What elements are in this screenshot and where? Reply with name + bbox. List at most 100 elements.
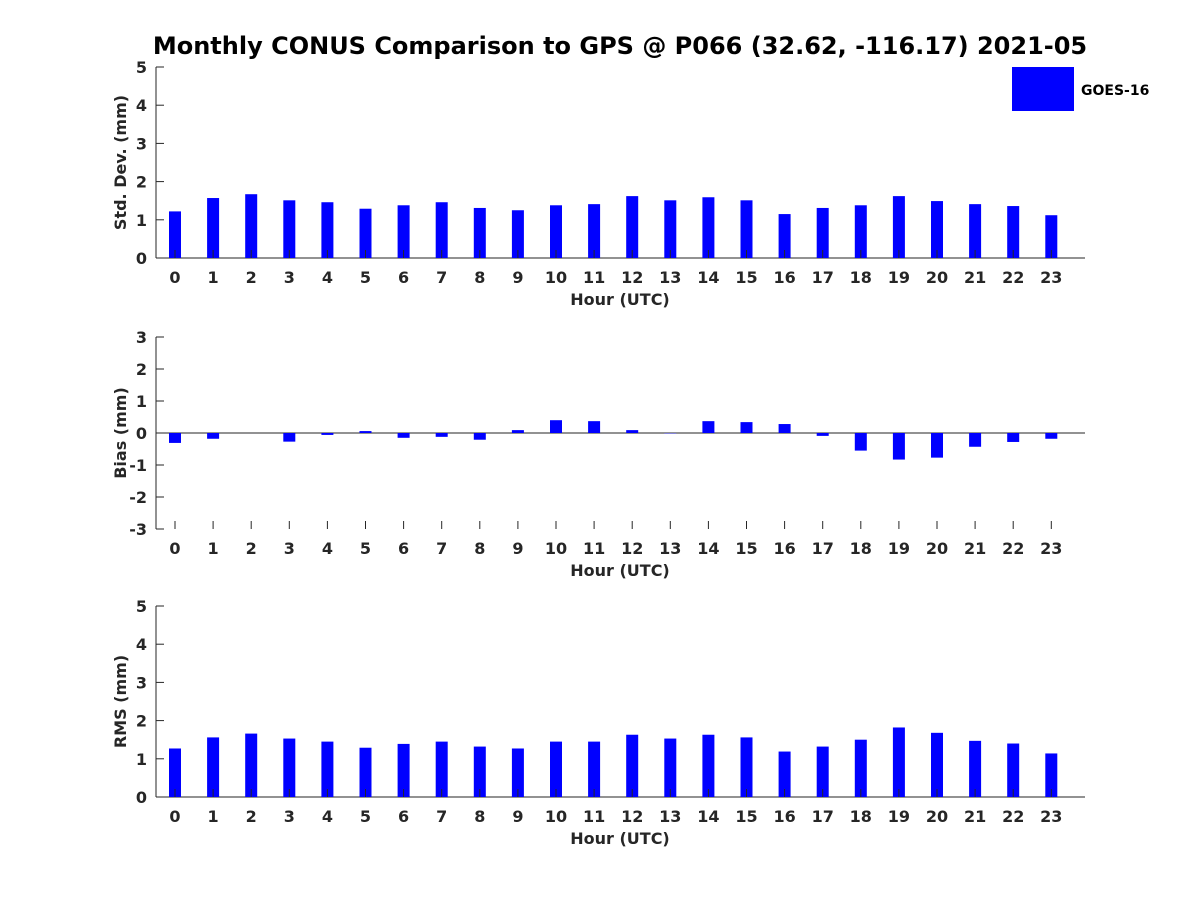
x-tick-label: 1 bbox=[208, 268, 219, 287]
x-tick-label: 20 bbox=[926, 268, 948, 287]
x-tick-label: 17 bbox=[812, 539, 834, 558]
bar bbox=[969, 433, 982, 447]
x-tick-label: 11 bbox=[583, 807, 605, 826]
x-tick-label: 7 bbox=[436, 539, 447, 558]
bar bbox=[359, 431, 372, 433]
x-tick-label: 8 bbox=[474, 539, 485, 558]
x-tick-label: 13 bbox=[659, 539, 681, 558]
bar bbox=[207, 198, 220, 258]
y-tick-label: -2 bbox=[129, 488, 147, 507]
bar bbox=[664, 738, 677, 797]
y-axis-label: RMS (mm) bbox=[111, 655, 130, 748]
bar bbox=[207, 433, 220, 439]
chart-title: Monthly CONUS Comparison to GPS @ P066 (… bbox=[153, 32, 1087, 60]
bar bbox=[931, 732, 943, 797]
x-tick-label: 3 bbox=[284, 807, 295, 826]
x-tick-label: 5 bbox=[360, 807, 371, 826]
x-tick-label: 8 bbox=[474, 268, 485, 287]
x-tick-label: 0 bbox=[169, 268, 180, 287]
bar bbox=[169, 211, 181, 258]
bar bbox=[511, 430, 524, 433]
x-tick-label: 12 bbox=[621, 268, 643, 287]
bar bbox=[854, 205, 867, 258]
y-tick-label: 0 bbox=[136, 424, 147, 443]
bar bbox=[283, 738, 296, 797]
legend-swatch bbox=[1012, 67, 1074, 111]
x-tick-label: 23 bbox=[1040, 807, 1062, 826]
y-tick-label: -3 bbox=[129, 520, 147, 539]
x-tick-label: 21 bbox=[964, 539, 986, 558]
x-tick-label: 20 bbox=[926, 807, 948, 826]
y-tick-label: 1 bbox=[136, 392, 147, 411]
bar bbox=[854, 739, 867, 797]
x-tick-label: 1 bbox=[208, 539, 219, 558]
x-tick-label: 19 bbox=[888, 539, 910, 558]
x-tick-label: 3 bbox=[284, 268, 295, 287]
x-tick-label: 7 bbox=[436, 268, 447, 287]
bar bbox=[511, 748, 524, 797]
x-tick-label: 9 bbox=[512, 807, 523, 826]
bar bbox=[854, 433, 867, 451]
bar bbox=[816, 746, 829, 797]
y-tick-label: 2 bbox=[136, 360, 147, 379]
x-tick-label: 0 bbox=[169, 539, 180, 558]
x-tick-label: 10 bbox=[545, 539, 567, 558]
x-tick-label: 23 bbox=[1040, 539, 1062, 558]
y-tick-label: 0 bbox=[136, 249, 147, 268]
bar bbox=[245, 733, 258, 797]
bar bbox=[969, 740, 982, 797]
bar bbox=[892, 433, 905, 460]
bar bbox=[283, 433, 296, 442]
bar bbox=[816, 207, 829, 258]
bar bbox=[321, 202, 334, 258]
bar bbox=[664, 200, 677, 258]
y-tick-label: 2 bbox=[136, 712, 147, 731]
x-tick-label: 1 bbox=[208, 807, 219, 826]
x-tick-label: 23 bbox=[1040, 268, 1062, 287]
x-axis-label: Hour (UTC) bbox=[570, 290, 670, 309]
bar bbox=[588, 421, 601, 433]
bar bbox=[473, 207, 486, 258]
x-tick-label: 18 bbox=[850, 539, 872, 558]
y-tick-label: 2 bbox=[136, 173, 147, 192]
bar bbox=[702, 734, 715, 797]
x-tick-label: 6 bbox=[398, 539, 409, 558]
bar bbox=[1045, 433, 1058, 439]
y-tick-label: 3 bbox=[136, 328, 147, 347]
bar bbox=[1007, 743, 1020, 797]
x-tick-label: 9 bbox=[512, 268, 523, 287]
x-tick-label: 8 bbox=[474, 807, 485, 826]
x-tick-label: 13 bbox=[659, 807, 681, 826]
x-tick-label: 20 bbox=[926, 539, 948, 558]
x-tick-label: 15 bbox=[735, 807, 757, 826]
bar bbox=[1045, 215, 1058, 258]
bar bbox=[511, 210, 524, 258]
x-tick-label: 5 bbox=[360, 268, 371, 287]
x-tick-label: 17 bbox=[812, 268, 834, 287]
y-tick-label: 4 bbox=[136, 96, 147, 115]
x-axis-label: Hour (UTC) bbox=[570, 829, 670, 848]
bar bbox=[550, 420, 562, 433]
x-tick-label: 2 bbox=[246, 807, 257, 826]
bar bbox=[626, 430, 639, 433]
x-tick-label: 22 bbox=[1002, 807, 1024, 826]
y-tick-label: 1 bbox=[136, 211, 147, 230]
bar bbox=[473, 433, 486, 440]
x-tick-label: 17 bbox=[812, 807, 834, 826]
bar bbox=[321, 741, 334, 797]
x-tick-label: 18 bbox=[850, 807, 872, 826]
bar bbox=[435, 202, 448, 258]
y-tick-label: 3 bbox=[136, 673, 147, 692]
bar bbox=[969, 204, 982, 258]
x-tick-label: 15 bbox=[735, 539, 757, 558]
x-tick-label: 4 bbox=[322, 539, 333, 558]
bar bbox=[778, 424, 791, 433]
x-tick-label: 18 bbox=[850, 268, 872, 287]
x-tick-label: 0 bbox=[169, 807, 180, 826]
bar bbox=[245, 194, 258, 258]
bar bbox=[435, 433, 448, 437]
legend: GOES-16 bbox=[1012, 67, 1149, 111]
